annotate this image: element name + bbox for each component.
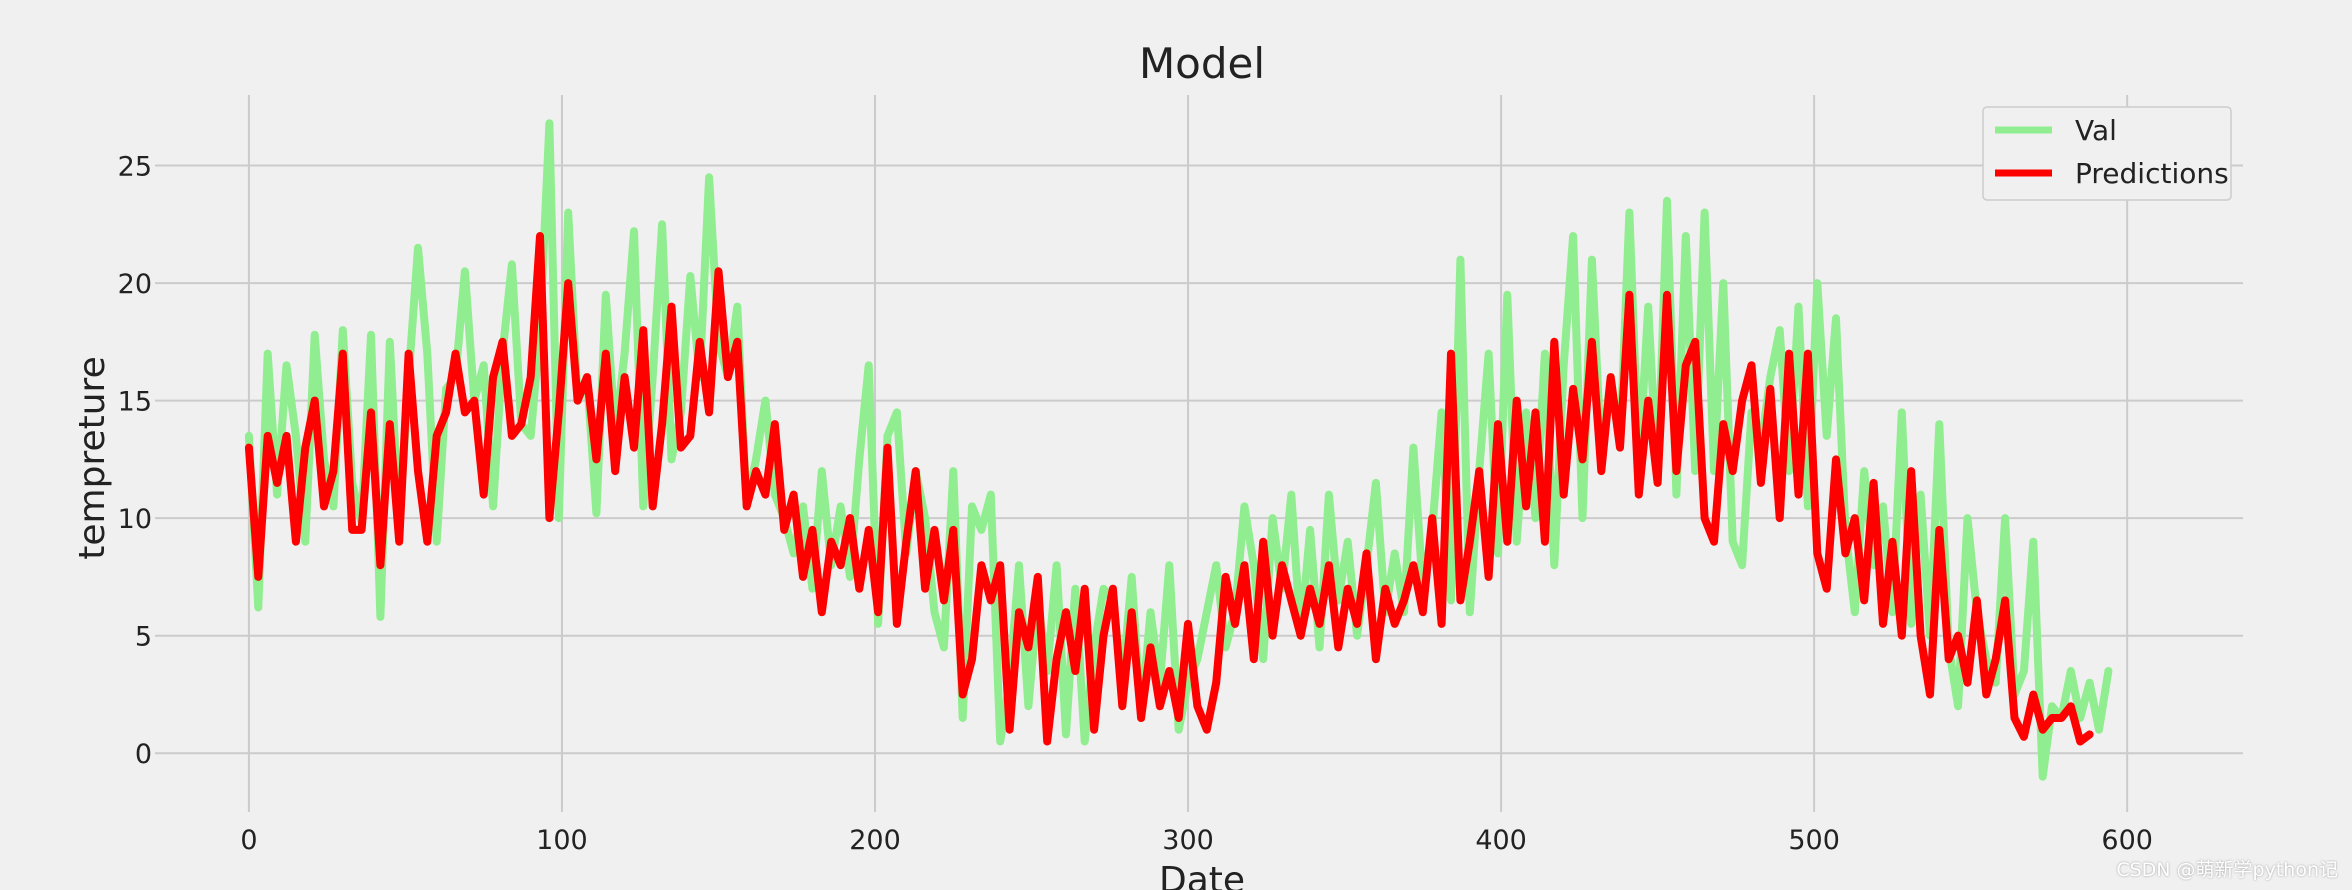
tick-labels: 0 100 200 300 400 500 600 0 5 10 15 20 25	[118, 152, 2153, 856]
x-axis-label: Date	[1159, 860, 1245, 890]
legend: Val Predictions	[1982, 106, 2232, 201]
x-tick-label: 0	[240, 825, 257, 856]
y-tick-label: 5	[135, 622, 152, 653]
y-tick-label: 0	[135, 739, 152, 770]
y-tick-label: 25	[118, 152, 152, 183]
series-lines	[244, 119, 2113, 781]
x-tick-label: 400	[1475, 825, 1527, 856]
watermark: CSDN @萌新学python记	[2116, 859, 2338, 881]
series-line-val	[244, 119, 2113, 781]
x-tick-label: 100	[536, 825, 588, 856]
y-axis-label: tempreture	[72, 356, 113, 559]
x-tick-label: 500	[1788, 825, 1840, 856]
legend-val-label: Val	[2075, 114, 2117, 147]
x-tick-label: 200	[849, 825, 901, 856]
x-tick-label: 600	[2101, 825, 2153, 856]
y-tick-label: 10	[118, 504, 152, 535]
x-tick-label: 300	[1162, 825, 1214, 856]
series-line-predictions	[244, 232, 2094, 746]
chart-title: Model	[1139, 39, 1265, 88]
y-tick-label: 20	[118, 269, 152, 300]
y-tick-label: 15	[118, 387, 152, 418]
legend-pred-label: Predictions	[2075, 157, 2229, 190]
